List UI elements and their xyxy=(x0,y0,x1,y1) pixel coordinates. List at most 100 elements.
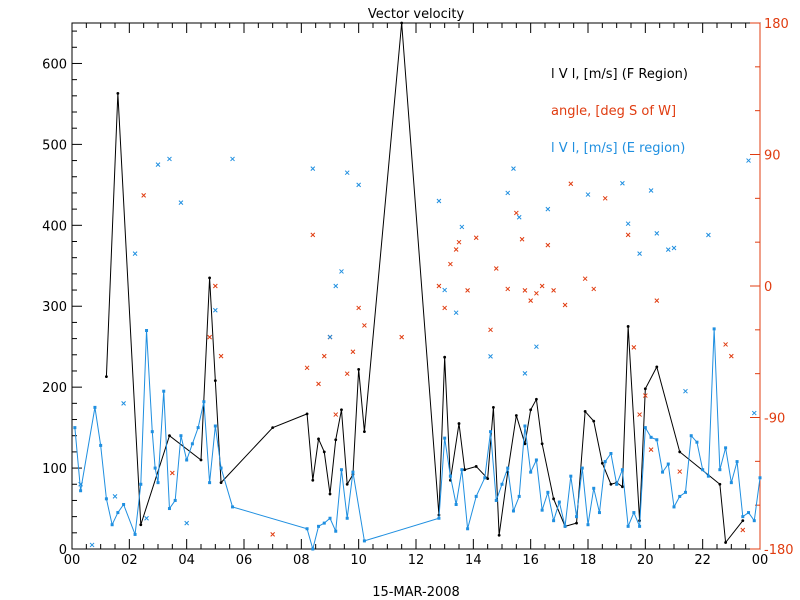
data-marker xyxy=(327,334,333,340)
y-left-tick-label: 0 xyxy=(59,543,67,558)
y-left-tick-label: 400 xyxy=(42,219,67,234)
series-layer xyxy=(73,21,762,551)
data-point xyxy=(615,482,619,486)
data-point xyxy=(575,521,578,525)
data-point xyxy=(592,419,596,423)
data-point xyxy=(540,508,544,512)
data-marker xyxy=(184,520,190,526)
data-point xyxy=(701,468,705,472)
data-marker xyxy=(362,323,367,328)
x-tick-label: 14 xyxy=(465,553,482,568)
data-point xyxy=(592,486,596,490)
axis-ticks: 00 02 04 06 08 10 12 14 16 18 20 22 0001002003004005… xyxy=(42,17,793,568)
data-point xyxy=(620,468,624,472)
data-marker xyxy=(344,371,350,377)
data-marker xyxy=(511,166,516,172)
data-marker xyxy=(459,224,465,230)
data-marker xyxy=(207,334,212,340)
data-point xyxy=(506,466,510,470)
data-point xyxy=(724,446,728,450)
data-point xyxy=(340,408,343,412)
data-point xyxy=(122,502,126,506)
data-point xyxy=(672,505,676,509)
data-marker xyxy=(316,381,321,387)
data-point xyxy=(678,494,682,498)
series-1 xyxy=(141,181,746,537)
data-marker xyxy=(488,354,493,359)
data-marker xyxy=(453,247,459,252)
data-marker xyxy=(78,481,83,487)
data-point xyxy=(116,92,120,95)
data-point xyxy=(500,482,504,486)
data-marker xyxy=(522,371,528,376)
data-marker xyxy=(442,305,448,311)
data-point xyxy=(219,481,223,485)
data-point xyxy=(655,365,659,369)
data-marker xyxy=(545,242,551,248)
data-point xyxy=(492,405,495,409)
data-point xyxy=(400,21,404,25)
data-marker xyxy=(344,170,350,176)
data-marker xyxy=(456,239,462,245)
data-point xyxy=(208,481,212,485)
data-point xyxy=(362,539,366,543)
data-point xyxy=(514,414,518,417)
data-marker xyxy=(448,261,453,267)
data-point xyxy=(529,408,533,412)
data-marker xyxy=(488,327,493,333)
data-marker xyxy=(310,232,316,238)
data-point xyxy=(363,430,366,434)
data-marker xyxy=(665,247,671,252)
x-tick-label: 08 xyxy=(293,553,310,568)
data-point xyxy=(546,490,550,494)
data-marker xyxy=(442,287,448,293)
x-tick-label: 00 xyxy=(64,553,81,568)
data-marker xyxy=(671,245,677,251)
data-marker xyxy=(545,206,551,212)
data-point xyxy=(575,515,579,519)
data-marker xyxy=(144,515,149,521)
data-marker xyxy=(212,307,218,313)
data-point xyxy=(156,481,160,485)
data-point xyxy=(741,515,745,519)
data-point xyxy=(649,435,653,439)
data-point xyxy=(317,437,320,441)
data-point xyxy=(328,492,332,496)
data-point xyxy=(712,327,716,331)
data-point xyxy=(311,478,315,482)
data-point xyxy=(529,470,533,474)
data-point xyxy=(99,443,103,447)
data-marker xyxy=(270,532,276,537)
data-marker xyxy=(321,353,327,359)
data-marker xyxy=(132,251,138,256)
y-right-tick-label: 0 xyxy=(764,280,772,295)
series-3 xyxy=(78,156,757,548)
data-marker xyxy=(728,353,734,359)
data-point xyxy=(460,468,464,472)
x-tick-label: 10 xyxy=(350,553,367,568)
data-marker xyxy=(212,283,218,289)
y-left-tick-label: 200 xyxy=(42,381,67,396)
data-point xyxy=(583,410,587,413)
data-point xyxy=(328,516,332,520)
data-point xyxy=(752,519,756,523)
x-tick-label: 02 xyxy=(121,553,138,568)
y-left-tick-label: 300 xyxy=(42,300,67,315)
data-point xyxy=(322,450,326,454)
data-point xyxy=(168,434,171,438)
data-point xyxy=(626,524,630,528)
data-point xyxy=(208,276,212,280)
data-marker xyxy=(350,349,356,355)
data-point xyxy=(534,458,538,462)
data-point xyxy=(483,476,487,480)
data-point xyxy=(104,497,108,501)
legend-entry: l V l, [m/s] (F Region) xyxy=(551,67,688,82)
data-point xyxy=(145,329,149,333)
data-point xyxy=(689,434,693,438)
data-point xyxy=(494,498,498,502)
data-point xyxy=(735,460,739,464)
data-point xyxy=(523,424,527,428)
data-point xyxy=(718,468,722,472)
data-point xyxy=(185,458,189,462)
data-point xyxy=(437,516,441,520)
